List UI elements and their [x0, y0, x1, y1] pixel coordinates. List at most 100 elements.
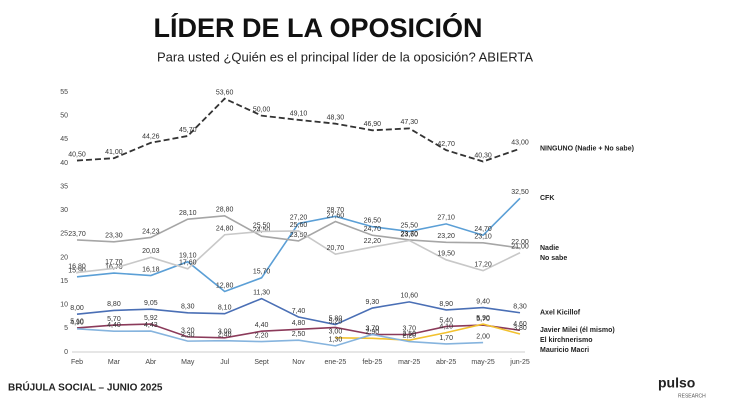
value-label: 4,40	[255, 322, 269, 329]
value-label: 27,60	[327, 212, 345, 219]
value-label: 26,50	[364, 218, 382, 225]
value-label: 23,60	[400, 231, 418, 238]
value-label: 23,10	[474, 234, 492, 241]
x-tick-label: Abr	[145, 359, 157, 366]
y-tick-label: 15	[60, 278, 68, 285]
value-label: 5,90	[476, 315, 490, 322]
y-tick-label: 10	[60, 302, 68, 309]
value-label: 12,80	[216, 282, 234, 289]
x-tick-label: feb-25	[362, 359, 382, 366]
value-label: 28,80	[216, 207, 234, 214]
value-label: 4,90	[70, 320, 84, 327]
value-label: 47,30	[400, 119, 418, 126]
value-label: 19,50	[437, 251, 455, 258]
y-tick-label: 20	[60, 254, 68, 261]
value-label: 8,90	[439, 301, 453, 308]
value-label: 16,80	[68, 263, 86, 270]
value-label: 32,50	[511, 189, 529, 196]
logo-name: pulso	[658, 375, 695, 391]
y-tick-label: 5	[64, 325, 68, 332]
x-tick-label: Jul	[220, 359, 229, 366]
value-label: 20,03	[142, 248, 160, 255]
legend-label: No sabe	[540, 255, 567, 262]
value-label: 22,00	[511, 239, 529, 246]
value-label: 3,70	[366, 325, 380, 332]
value-label: 2,50	[292, 331, 306, 338]
value-label: 1,70	[439, 335, 453, 342]
x-tick-label: Feb	[71, 359, 83, 366]
value-label: 1,30	[329, 337, 343, 344]
value-label: 21,00	[511, 244, 529, 251]
value-label: 48,30	[327, 115, 345, 122]
value-label: 41,00	[105, 149, 123, 156]
value-label: 2,50	[402, 331, 416, 338]
value-label: 23,50	[290, 232, 308, 239]
value-label: 24,70	[474, 226, 492, 233]
x-tick-label: jun-25	[509, 359, 530, 366]
value-label: 3,00	[218, 329, 232, 336]
x-tick-label: ene-25	[325, 359, 347, 366]
value-label: 8,80	[107, 301, 121, 308]
series-line	[335, 323, 521, 341]
value-label: 2,00	[476, 333, 490, 340]
series-line	[76, 97, 521, 163]
value-label: 9,40	[476, 298, 490, 305]
legend-label: Nadie	[540, 245, 559, 252]
legend-label: El kirchnerismo	[540, 337, 593, 344]
y-tick-label: 45	[60, 136, 68, 143]
legend-label: Javier Milei (él mismo)	[540, 327, 615, 334]
value-label: 17,70	[105, 259, 123, 266]
value-label: 49,10	[290, 111, 308, 118]
value-label: 4,80	[292, 320, 306, 327]
value-label: 22,20	[364, 238, 382, 245]
value-label: 8,10	[218, 305, 232, 312]
legend-label: Axel Kicillof	[540, 310, 581, 317]
value-label: 24,70	[364, 226, 382, 233]
value-label: 16,18	[142, 266, 160, 273]
y-tick-label: 35	[60, 183, 68, 190]
value-label: 2,20	[402, 332, 416, 339]
value-label: 2,40	[218, 331, 232, 338]
value-label: 44,26	[142, 134, 160, 141]
value-label: 4,60	[513, 321, 527, 328]
value-label: 43,00	[511, 140, 529, 147]
value-label: 11,30	[253, 289, 270, 296]
value-label: 3,20	[181, 328, 195, 335]
value-label: 4,43	[144, 322, 158, 329]
value-label: 9,30	[366, 299, 380, 306]
value-label: 17,20	[474, 262, 492, 269]
value-label: 5,10	[70, 319, 84, 326]
series-line	[76, 197, 521, 293]
value-label: 24,23	[142, 228, 160, 235]
y-tick-label: 40	[60, 160, 68, 167]
value-label: 7,40	[292, 308, 306, 315]
value-label: 28,70	[327, 207, 345, 214]
x-tick-label: Mar	[108, 359, 121, 366]
value-label: 5,70	[107, 316, 121, 323]
value-label: 10,60	[400, 293, 418, 300]
value-label: 42,70	[437, 141, 455, 148]
y-tick-label: 25	[60, 231, 68, 238]
value-label: 8,30	[513, 304, 527, 311]
value-label: 9,05	[144, 300, 158, 307]
value-label: 20,70	[327, 245, 345, 252]
value-label: 5,70	[476, 316, 490, 323]
value-label: 45,70	[179, 127, 197, 134]
value-label: 28,10	[179, 210, 197, 217]
value-label: 23,70	[400, 231, 418, 238]
y-tick-label: 50	[60, 112, 68, 119]
value-label: 3,80	[513, 325, 527, 332]
value-label: 50,00	[253, 106, 271, 113]
value-label: 8,00	[70, 305, 84, 312]
y-tick-label: 30	[60, 207, 68, 214]
legend-label: NINGUNO (Nadie + No sabe)	[540, 146, 634, 153]
value-label: 5,80	[329, 315, 343, 322]
x-tick-label: Sept	[254, 359, 268, 366]
series-line	[76, 297, 521, 326]
x-tick-label: May	[181, 359, 195, 366]
value-label: 24,50	[253, 227, 271, 234]
value-label: 27,20	[290, 214, 308, 221]
y-tick-label: 0	[64, 349, 68, 356]
value-label: 17,60	[179, 260, 197, 267]
